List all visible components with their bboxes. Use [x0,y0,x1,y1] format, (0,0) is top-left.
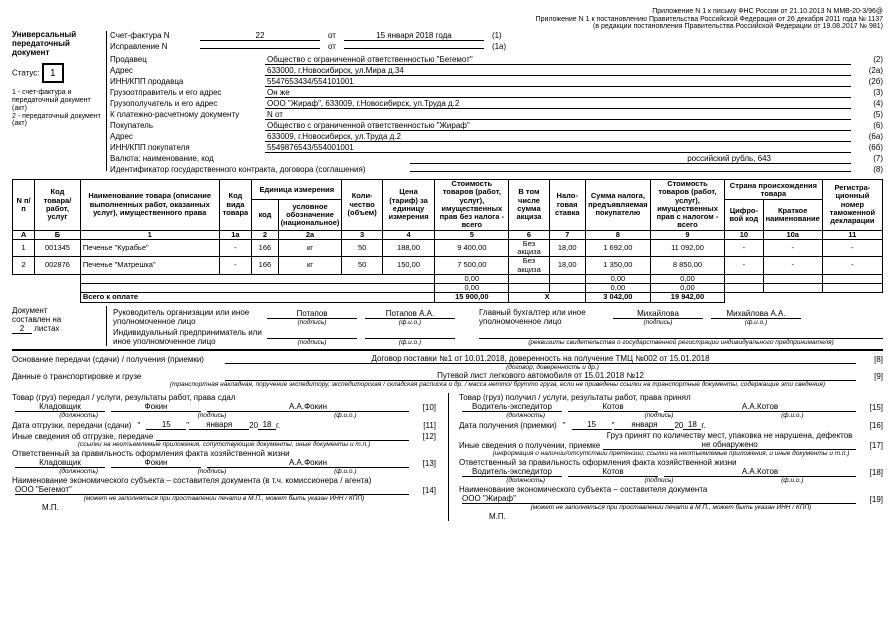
sign-acc-label: Главный бухгалтер или иное уполномоченно… [479,308,609,326]
status-note: 1 - счет-фактура и передаточный документ… [12,89,102,127]
corr-from: от [320,42,344,51]
sign-ip-label: Индивидуальный предприниматель или иное … [113,328,263,346]
trans-label: Данные о транспортировке и грузе [12,372,222,381]
left-column: Товар (груз) передал / услуги, результат… [12,393,436,521]
right-head: Товар (груз) получил / услуги, результат… [459,393,883,402]
corr-number [200,48,320,49]
totals-tax: 3 042,00 [585,293,650,302]
th: В том числе сумма акциза [509,180,549,231]
status-value: 1 [42,63,64,83]
th: Код вида товара [219,180,252,231]
th: Сумма налога, предъявляемая покупателю [585,180,650,231]
th: Регистра- ционный номер таможенной декла… [822,180,882,231]
upd-title: Универсальный передаточный документ [12,31,102,57]
sign-ip-sig [267,329,357,339]
top-notes: Приложение N 1 к письму ФНС России от 21… [12,8,883,31]
sf-label: Счет-фактура N [110,31,200,40]
totals-x: X [509,293,585,302]
totals-label: Всего к оплате [80,293,434,302]
sf-code: (1) [484,31,502,40]
th: Цена (тариф) за единицу измерения [382,180,434,231]
th: Страна происхождения товара [725,180,823,200]
right-column: Товар (груз) получил / услуги, результат… [448,393,883,521]
sf-number: 22 [200,31,320,41]
th: N п/п [13,180,35,231]
mp-right: М.П. [459,512,883,521]
th: Нало- говая ставка [549,180,585,231]
trans-value: Путевой лист легкового автомобиля от 15.… [225,371,856,381]
th: Цифро- вой код [725,200,764,230]
sign-acc-sig: Михайлова [613,309,703,319]
th: Стоимость товаров (работ, услуг), имущес… [435,180,509,231]
th: код [252,200,278,230]
upd-document: Приложение N 1 к письму ФНС России от 21… [0,0,895,619]
sign-head-sig: Потапов [267,309,357,319]
trans-code: [9] [859,372,883,381]
sign-acc-name: Михайлова А.А. [711,309,801,319]
items-table: N п/п Код товара/ работ, услуг Наименова… [12,179,883,303]
base-label: Основание передачи (сдачи) / получения (… [12,355,222,364]
corr-label: Исправление N [110,42,200,51]
sign-head-label: Руководитель организации или иное уполно… [113,308,263,326]
th: Единица измерения [252,180,342,200]
th: Код товара/ работ, услуг [35,180,81,231]
left-side-panel: Универсальный передаточный документ Стат… [12,31,107,171]
totals-total: 19 942,00 [650,293,724,302]
mp-left: М.П. [12,503,436,512]
th: Наименование товара (описание выполненны… [80,180,219,231]
header-main: Счет-фактура N 22 от 15 января 2018 года… [110,31,883,174]
base-code: [8] [859,355,883,364]
note-line: (в редакции постановления Правительства … [12,23,883,31]
sign-head-name: Потапов А.А. [365,309,455,319]
corr-code: (1а) [484,42,506,51]
left-head: Товар (груз) передал / услуги, результат… [12,393,436,402]
th: условное обозначение (национальное) [278,200,342,230]
status-label: Статус: [12,69,40,78]
th: Краткое наименование [763,200,822,230]
sign-ip-name [365,329,455,339]
sheets-box: Документ составлен на 2 листах [12,306,107,346]
th: Коли- чество (объем) [342,180,382,231]
th: Стоимость товаров (работ, услуг), имущес… [650,180,724,231]
base-value: Договор поставки №1 от 10.01.2018, довер… [225,354,856,364]
note-line: Приложение N 1 к письму ФНС России от 21… [12,8,883,16]
totals-sum: 15 900,00 [435,293,509,302]
corr-date [344,48,484,49]
sf-from: от [320,31,344,40]
sf-date: 15 января 2018 года [344,31,484,41]
